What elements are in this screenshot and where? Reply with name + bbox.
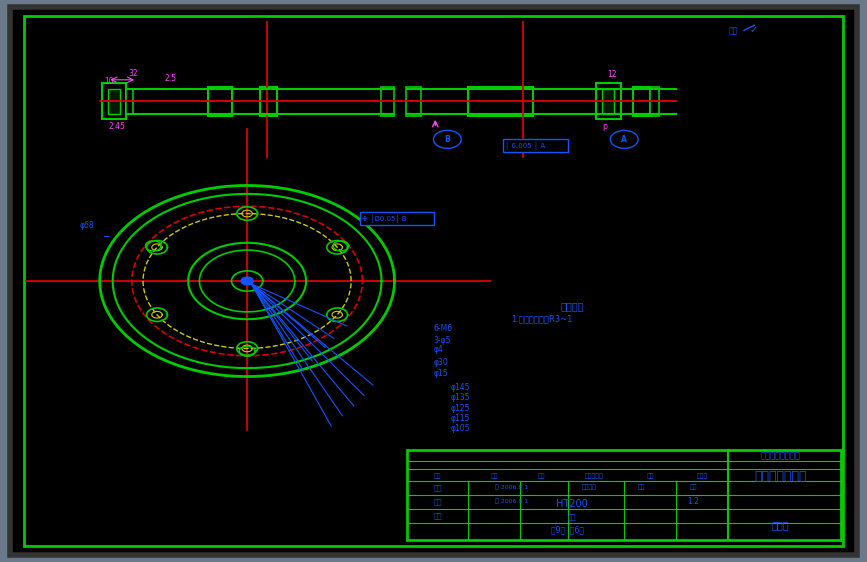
Text: 签名: 签名 (647, 474, 654, 479)
Text: φ15: φ15 (434, 369, 448, 378)
Text: │ 0.005 │ A: │ 0.005 │ A (505, 142, 545, 149)
Text: A: A (622, 135, 627, 144)
Text: φ68: φ68 (80, 221, 94, 230)
Text: 重量: 重量 (638, 484, 645, 490)
Text: 无锡职业技术学院: 无锡职业技术学院 (760, 452, 800, 461)
Text: 气缸前端盖零件: 气缸前端盖零件 (754, 469, 806, 483)
Text: 标记: 标记 (434, 474, 441, 479)
Bar (360, 212, 434, 225)
Text: 处数: 处数 (491, 474, 498, 479)
Text: 更改文件号: 更改文件号 (584, 474, 603, 479)
Text: φ125: φ125 (451, 404, 470, 413)
Text: 孙启亮: 孙启亮 (772, 520, 789, 531)
Text: 粗糙: 粗糙 (728, 27, 738, 36)
Text: φ135: φ135 (451, 393, 470, 402)
Text: 投影标记: 投影标记 (582, 484, 597, 490)
Bar (503, 139, 568, 152)
Text: 林 2006.8.1: 林 2006.8.1 (495, 484, 528, 490)
Text: 6-M6: 6-M6 (434, 324, 453, 333)
Text: 审核: 审核 (434, 512, 442, 519)
Text: 技术要求: 技术要求 (560, 301, 584, 311)
Text: 比例: 比例 (690, 484, 697, 490)
Bar (108, 89, 120, 114)
Text: HT200: HT200 (557, 499, 588, 509)
Text: φ4: φ4 (434, 345, 443, 354)
Text: 年月日: 年月日 (697, 474, 707, 479)
Text: φ30: φ30 (434, 358, 448, 367)
Bar (407, 450, 841, 540)
Bar (602, 89, 614, 114)
Text: p: p (603, 123, 608, 132)
Text: 林 2006.8.1: 林 2006.8.1 (495, 498, 528, 504)
Text: 12: 12 (607, 70, 616, 79)
Text: φ145: φ145 (451, 383, 470, 392)
Bar (260, 87, 277, 116)
Text: 设计: 设计 (434, 484, 442, 491)
Text: 更改: 更改 (538, 474, 545, 479)
Text: 1.未注圆角半径R3~1: 1.未注圆角半径R3~1 (512, 315, 573, 324)
Bar (468, 87, 533, 116)
Bar (406, 87, 421, 116)
Text: 10: 10 (104, 78, 114, 87)
Bar (208, 87, 232, 116)
Bar (381, 87, 394, 116)
Text: 1:2: 1:2 (688, 497, 700, 506)
Text: 3-φ5: 3-φ5 (434, 336, 451, 345)
Text: 共9张  第6张: 共9张 第6张 (551, 525, 584, 534)
Bar (633, 87, 650, 116)
Text: ✓: ✓ (750, 25, 758, 35)
Text: ✙ │Ø0.05│ B: ✙ │Ø0.05│ B (362, 215, 407, 223)
Text: 2.45: 2.45 (108, 123, 126, 132)
Bar (102, 83, 126, 119)
Bar (650, 87, 659, 116)
Text: 绘图: 绘图 (434, 498, 442, 505)
Text: B: B (445, 135, 450, 144)
Text: 32: 32 (128, 69, 138, 78)
Text: φ105: φ105 (451, 424, 470, 433)
Circle shape (241, 277, 253, 285)
Text: 2.5: 2.5 (165, 74, 177, 83)
Bar (126, 89, 133, 114)
Bar (596, 83, 621, 119)
Text: 图号: 图号 (568, 514, 577, 520)
Text: φ115: φ115 (451, 414, 470, 423)
